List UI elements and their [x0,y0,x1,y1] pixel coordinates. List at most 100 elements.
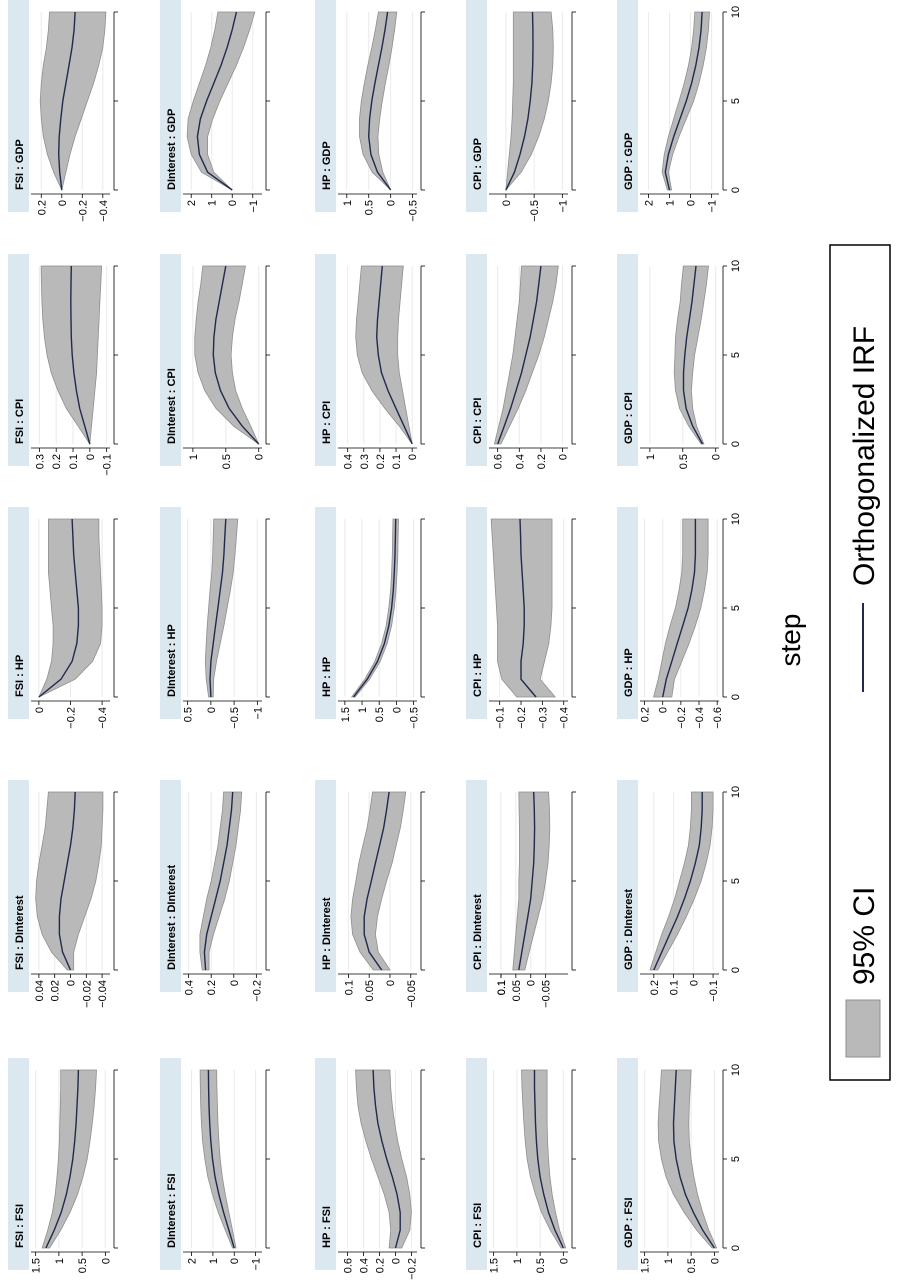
irf-line [352,518,397,698]
panel-title-strip [8,507,29,719]
irf-panel: FSI : GDP 0.2 0 −0.2 −0.4 [8,0,118,222]
panel-title: HP : FSI [321,1206,333,1248]
panel-title: FSI : CPI [14,399,26,444]
irf-line [45,1069,80,1249]
value-tick-label: 0 [254,454,266,460]
irf-line [372,1069,401,1249]
panel-title-strip [160,254,181,466]
panel-title-strip [617,507,638,719]
irf-panel: HP : HP 1.5 1 0.5 0 −0.5 [315,507,425,729]
value-tick-label: 0 [229,980,241,986]
panel-title: CPI : FSI [472,1203,484,1248]
panel-title-strip [466,780,487,992]
ci-band [350,518,399,698]
step-tick-label: 0 [730,1245,742,1251]
panel-title: CPI : CPI [472,398,484,444]
panel-title-strip [617,780,638,992]
irf-line [57,11,76,191]
ci-band [186,11,256,191]
value-tick-label: −1 [707,200,719,213]
irf-line [207,1069,235,1249]
value-tick-label: 0.5 [535,1258,547,1273]
value-tick-label: 0 [227,200,239,206]
x-axis-title: step [775,614,806,667]
value-tick-label: 0.5 [678,454,690,469]
value-tick-label: 0.2 [640,707,652,722]
panel-title: HP : GDP [321,141,333,190]
value-tick-label: −0.6 [712,707,724,729]
value-tick-label: 1 [188,454,200,460]
ci-band [40,265,103,446]
value-tick-label: −0.1 [102,454,114,476]
value-tick-label: 0.5 [374,707,386,722]
value-tick-label: 0 [709,1258,721,1264]
legend-irf-label: Orthogonalized IRF [848,326,881,586]
ci-band [355,1069,412,1249]
ci-band [41,1069,97,1249]
irf-line [367,11,392,191]
irf-panel: CPI : HP −0.1 −0.2 −0.3 −0.4 [466,507,576,729]
legend-ci-swatch [845,999,881,1058]
value-tick-label: 0.04 [34,980,46,1001]
panel-title-strip [466,1058,487,1270]
value-tick-label: 2 [186,200,198,206]
value-tick-label: 0.2 [51,454,63,469]
value-tick-label: 0.1 [391,454,403,469]
value-tick-label: 0 [229,1258,241,1264]
irf-line [212,265,260,445]
irf-line [662,519,697,698]
irf-line [672,1069,715,1249]
panel-title-strip [160,0,181,212]
value-tick-label: 0.1 [496,980,508,995]
value-tick-label: −0.5 [229,707,241,729]
ci-band [359,11,398,191]
irf-line [664,11,703,191]
ci-band [649,791,714,971]
panel-title: DInterest : FSI [166,1173,178,1248]
step-tick-label: 5 [730,352,742,358]
value-tick-label: −0.4 [98,200,110,222]
irf-line [38,518,80,698]
value-tick-label: −0.2 [406,1258,418,1280]
step-tick-label: 10 [730,6,742,18]
value-tick-label: −0.2 [77,200,89,222]
step-tick-label: 0 [730,187,742,193]
value-tick-label: −0.1 [495,707,507,729]
irf-panel: GDP : FSI 1.5 1 0.5 0 0 5 10 [617,1058,742,1273]
irf-panel: GDP : HP 0.2 0 −0.2 −0.4 −0.6 0 5 10 [617,507,742,729]
panel-title-strip [8,0,29,212]
value-tick-label: 0 [686,200,698,206]
irf-line [209,518,227,698]
ci-band [657,1069,718,1249]
panel-title-strip [8,1058,29,1270]
value-tick-label: 1 [54,1258,66,1264]
irf-panel: FSI : CPI 0.3 0.2 0.1 0 −0.1 [8,254,118,476]
value-tick-label: 0.2 [536,454,548,469]
value-tick-label: 0.2 [375,454,387,469]
value-tick-label: 0 [385,980,397,986]
irf-line [58,791,76,971]
irf-panel: DInterest : DInterest 0.4 0.2 0 −0.2 [160,780,270,1002]
irf-line [682,265,704,445]
value-tick-label: 0.6 [343,1258,355,1273]
value-tick-label: 0.6 [493,454,505,469]
irf-line [203,791,234,971]
value-tick-label: 0.3 [34,454,46,469]
value-tick-label: 0 [66,980,78,986]
step-tick-label: 5 [730,1156,742,1162]
panel-grid: FSI : FSI 1.5 1 0.5 0 FSI : DInterest 0.04 0.02… [8,0,742,1280]
irf-panel: CPI : CPI 0.6 0.4 0.2 0 [466,254,576,469]
panel-title: GDP : FSI [623,1197,635,1248]
value-tick-label: 0.5 [183,707,195,722]
irf-line [653,792,703,971]
ci-band [194,265,260,446]
value-tick-label: −0.4 [97,707,109,729]
step-tick-label: 5 [730,605,742,611]
panel-title: HP : DInterest [321,897,333,970]
value-tick-label: 1.5 [640,1258,652,1273]
value-tick-label: −0.02 [81,980,93,1008]
panel-title-strip [315,0,336,212]
irf-panel: HP : FSI 0.6 0.4 0.2 0 −0.2 [315,1058,425,1280]
panel-title: CPI : DInterest [472,894,484,970]
